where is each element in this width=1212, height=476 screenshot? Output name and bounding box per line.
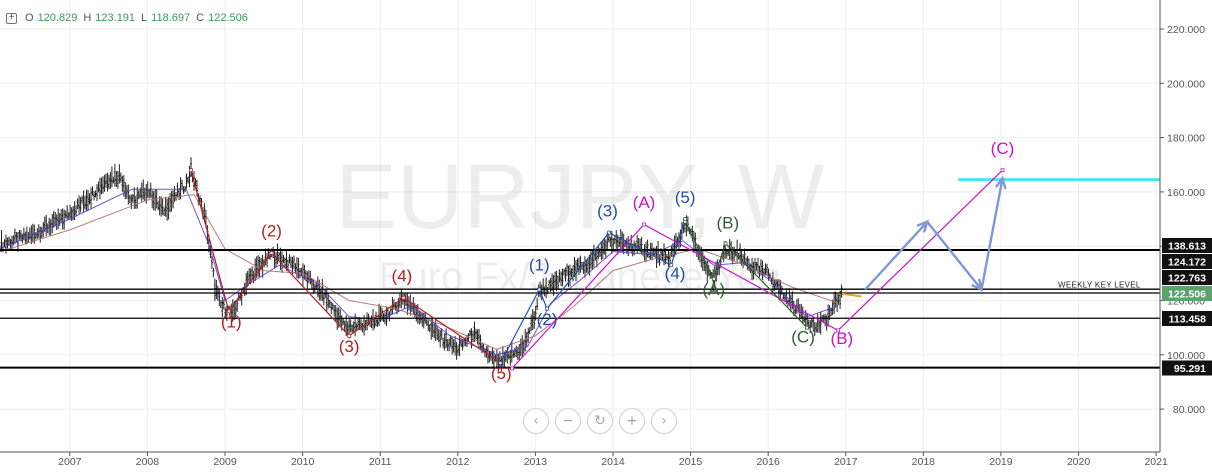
chart-navigation: ‹ − ↻ + › xyxy=(523,408,677,434)
moving-average-fast xyxy=(0,188,839,356)
high-label: H xyxy=(83,12,92,24)
x-tick-label: 2015 xyxy=(679,456,703,468)
projection-arrowhead xyxy=(916,219,930,233)
close-label: C xyxy=(196,12,205,24)
wave-label: (2) xyxy=(537,310,558,329)
wave-anchor xyxy=(642,222,646,227)
zoom-out-button[interactable]: − xyxy=(555,408,581,434)
x-tick-label: 2008 xyxy=(136,456,160,468)
projection-arrowhead xyxy=(971,278,984,292)
x-tick-label: 2014 xyxy=(601,456,625,468)
x-tick-label: 2017 xyxy=(834,456,858,468)
watermark-title: EURJPY, W xyxy=(335,146,824,248)
wave-anchor xyxy=(498,361,503,365)
scroll-right-button[interactable]: › xyxy=(651,408,677,434)
x-tick-label: 2011 xyxy=(369,456,392,468)
reset-button[interactable]: ↻ xyxy=(587,408,613,434)
wave-label: (C) xyxy=(791,328,815,347)
high-value: 123.191 xyxy=(95,12,136,24)
wave-anchor xyxy=(1000,168,1005,173)
wave-anchor xyxy=(545,306,549,311)
x-tick-label: 2013 xyxy=(524,456,548,468)
low-value: 118.697 xyxy=(151,12,191,24)
level-price-tag xyxy=(1162,270,1212,285)
wave-anchor xyxy=(683,219,688,224)
wave-anchor xyxy=(510,366,515,371)
wave-label: (4) xyxy=(392,266,413,285)
low-label: L xyxy=(141,12,148,24)
wave-label: (3) xyxy=(597,201,618,220)
wave-anchor xyxy=(669,263,674,268)
wave-anchor xyxy=(836,328,840,333)
wave-anchor xyxy=(188,168,193,173)
wave-label: (5) xyxy=(675,188,696,207)
wave-label: (5) xyxy=(491,364,512,383)
price-axis[interactable] xyxy=(1160,0,1212,471)
x-tick-label: 2009 xyxy=(213,456,237,468)
wave-anchor xyxy=(401,295,406,300)
level-price-label: 138.613 xyxy=(1168,241,1206,253)
x-tick-label: 2016 xyxy=(756,456,780,468)
x-tick-label: 2019 xyxy=(989,456,1013,468)
open-label: O xyxy=(25,12,34,24)
wave-anchor xyxy=(711,276,716,281)
magenta-correction-line[interactable] xyxy=(511,169,1003,369)
plus-square-icon[interactable]: + xyxy=(6,12,17,24)
wave-anchor xyxy=(226,309,231,314)
wave-label: (4) xyxy=(665,264,686,283)
green-correction-line[interactable] xyxy=(684,221,808,329)
y-tick-label: 220.000 xyxy=(1167,24,1205,36)
y-tick-label: 160.000 xyxy=(1167,187,1205,199)
y-tick-label: 200.000 xyxy=(1167,78,1205,90)
current-price-label: 122.506 xyxy=(1168,289,1206,301)
wave-label: (B) xyxy=(716,214,739,233)
open-value: 120.829 xyxy=(37,12,78,24)
wave-label: (3) xyxy=(339,337,360,356)
level-price-label: 122.763 xyxy=(1168,273,1206,285)
blue-impulse-line[interactable] xyxy=(499,218,686,364)
projection-arrowhead xyxy=(995,175,1007,190)
wave-label: (1) xyxy=(221,313,242,332)
zoom-in-button[interactable]: + xyxy=(619,408,645,434)
y-tick-label: 80.000 xyxy=(1173,404,1205,416)
level-price-label: 95.291 xyxy=(1174,363,1206,375)
wave-label: (1) xyxy=(529,256,550,275)
wave-anchor xyxy=(537,287,542,292)
key-level-label: WEEKLY KEY LEVEL xyxy=(1058,281,1141,290)
wave-anchor xyxy=(723,241,728,246)
y-tick-label: 100.000 xyxy=(1167,350,1205,362)
wave-anchor xyxy=(269,251,274,255)
red-impulse-line[interactable] xyxy=(190,170,501,364)
projection-path[interactable] xyxy=(864,178,1004,291)
wave-label: (C) xyxy=(991,139,1015,158)
level-price-label: 113.458 xyxy=(1169,314,1207,326)
level-price-tag xyxy=(1162,238,1212,253)
wave-label: (2) xyxy=(261,222,282,241)
wave-label: (A) xyxy=(703,280,726,299)
x-tick-label: 2007 xyxy=(58,456,82,468)
x-tick-label: 2012 xyxy=(446,456,470,468)
wave-anchor xyxy=(347,333,352,338)
wave-anchor xyxy=(607,230,611,235)
close-value: 122.506 xyxy=(208,12,248,24)
orange-arrow xyxy=(841,292,862,298)
level-price-tag xyxy=(1162,311,1212,326)
level-price-tag xyxy=(1162,360,1212,376)
x-tick-label: 2010 xyxy=(291,456,315,468)
x-tick-label: 2021 xyxy=(1144,456,1168,468)
x-tick-label: 2018 xyxy=(912,456,936,468)
scroll-left-button[interactable]: ‹ xyxy=(523,408,549,434)
time-axis[interactable] xyxy=(0,452,1212,471)
level-price-label: 124.172 xyxy=(1168,257,1206,269)
x-tick-label: 2020 xyxy=(1067,456,1091,468)
wave-label: (B) xyxy=(831,329,854,348)
wave-anchor xyxy=(805,325,809,330)
y-tick-label: 180.000 xyxy=(1167,133,1205,145)
level-price-tag xyxy=(1162,254,1212,269)
ohlc-legend: + O 120.829 H 123.191 L 118.697 C 122.50… xyxy=(6,9,252,27)
current-price-tag xyxy=(1162,286,1212,301)
wave-label: (A) xyxy=(633,193,656,212)
